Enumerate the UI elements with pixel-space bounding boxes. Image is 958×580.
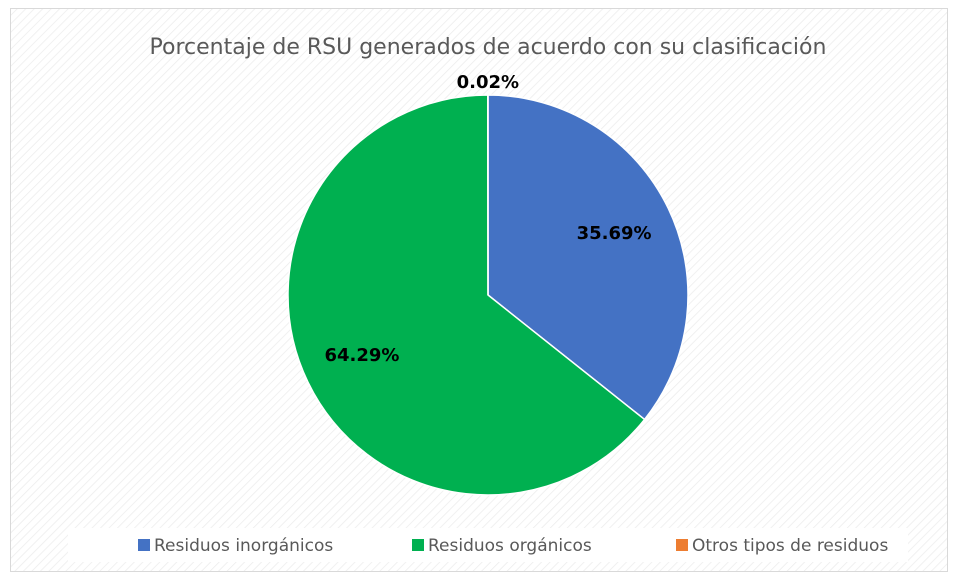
data-label: 0.02% (457, 72, 519, 93)
legend-box (68, 528, 908, 562)
data-label: 64.29% (324, 345, 399, 366)
legend-swatch (676, 539, 688, 551)
legend-swatch (412, 539, 424, 551)
data-label: 35.69% (577, 223, 652, 244)
legend-label: Otros tipos de residuos (692, 536, 888, 556)
pie-slice (287, 94, 646, 496)
chart-title: Porcentaje de RSU generados de acuerdo c… (150, 35, 827, 60)
legend-swatch (138, 539, 150, 551)
legend-label: Residuos orgánicos (428, 536, 592, 556)
legend-label: Residuos inorgánicos (154, 536, 333, 556)
pie-slice (487, 94, 689, 421)
